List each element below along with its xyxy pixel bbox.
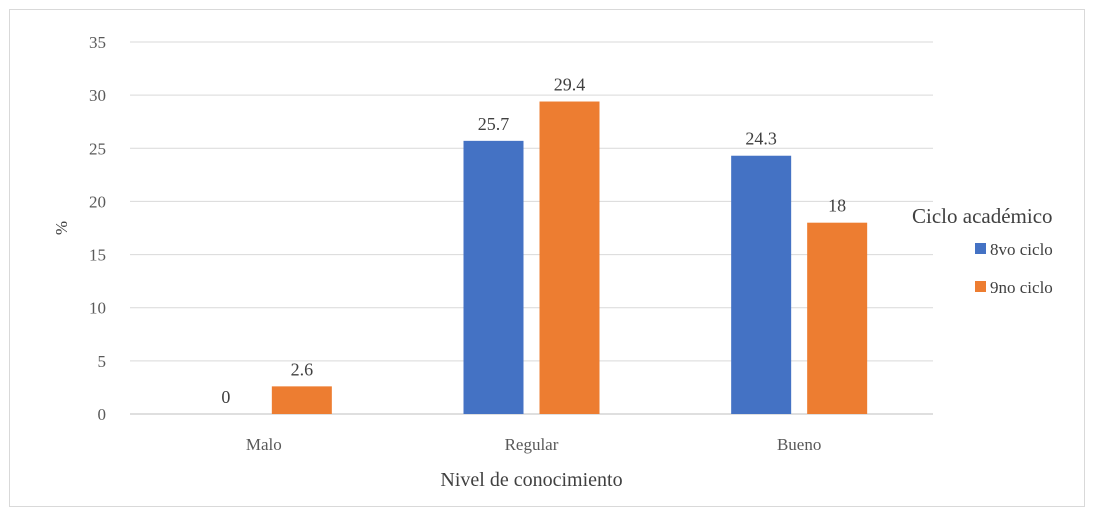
bars [271,101,868,415]
legend-item-label: 9no ciclo [990,278,1053,297]
y-tick-label: 10 [89,299,106,318]
y-tick-label: 25 [89,139,106,158]
data-label: 18 [828,196,846,216]
gridlines [130,41,933,415]
legend-swatch [975,243,986,254]
y-tick-label: 5 [98,352,107,371]
bar [463,140,524,415]
y-tick-label: 15 [89,246,106,265]
bar [807,222,868,414]
y-tick-label: 0 [98,405,107,424]
bar [539,101,600,415]
data-labels: 0 2.6 25.7 29.4 24.3 18 [221,75,846,407]
y-axis-title: % [52,221,71,235]
legend-item-label: 8vo ciclo [990,240,1053,259]
legend: Ciclo académico 8vo ciclo 9no ciclo [912,204,1053,297]
x-axis-ticks: Malo Regular Bueno [246,435,821,454]
x-tick-label: Regular [505,435,559,454]
data-label: 29.4 [554,75,586,95]
y-tick-label: 35 [89,33,106,52]
x-tick-label: Bueno [777,435,821,454]
x-tick-label: Malo [246,435,282,454]
legend-swatch [975,281,986,292]
y-tick-label: 30 [89,86,106,105]
y-axis-ticks: 0 5 10 15 20 25 30 35 [89,33,106,424]
data-label: 2.6 [291,359,314,379]
bar [271,386,332,414]
data-label: 24.3 [745,129,777,149]
data-label: 0 [221,387,230,407]
y-tick-label: 20 [89,192,106,211]
x-axis-title: Nivel de conocimiento [440,469,622,491]
legend-title: Ciclo académico [912,204,1053,228]
bar [731,155,792,414]
data-label: 25.7 [478,114,510,134]
